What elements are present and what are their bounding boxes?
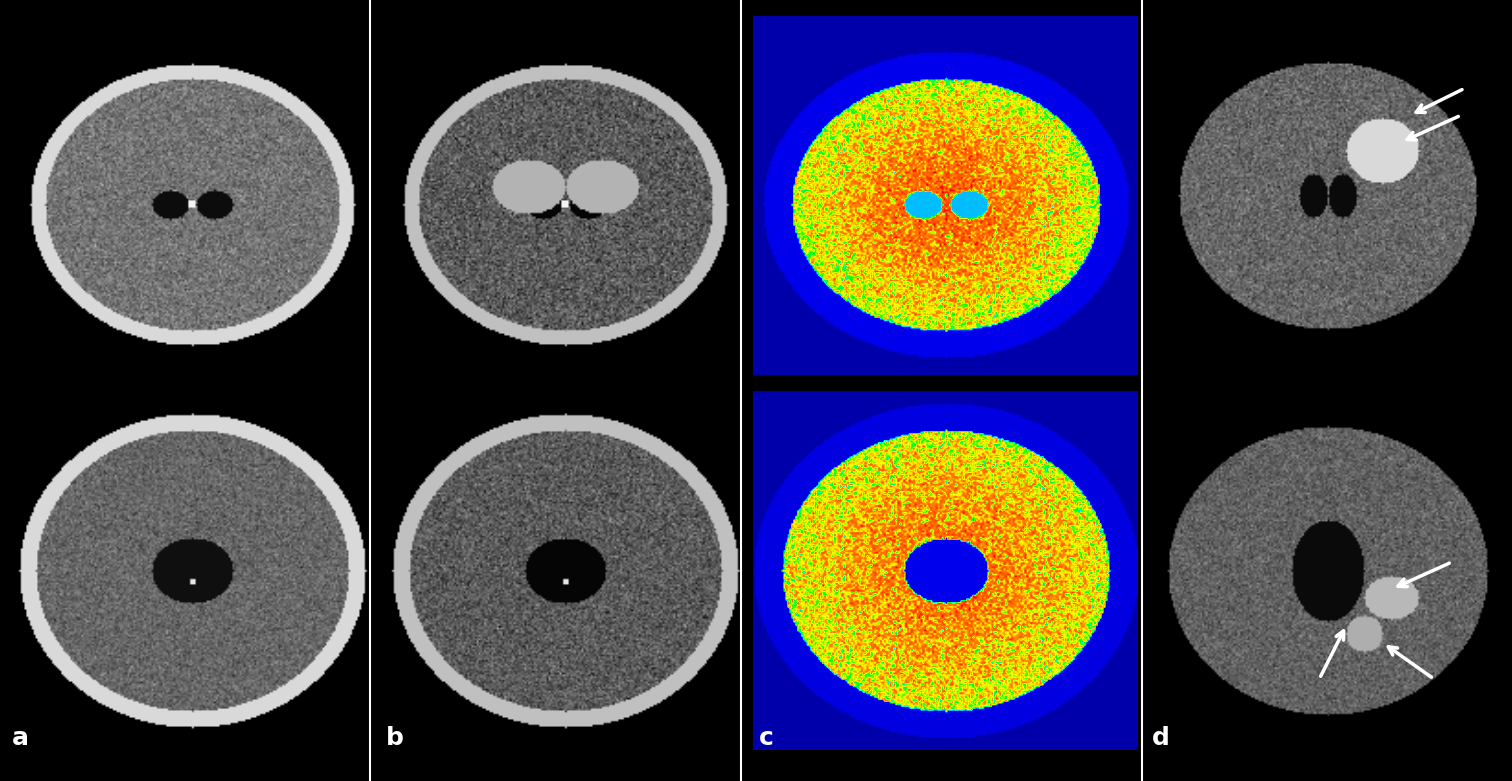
Text: d: d (1152, 726, 1170, 750)
Text: b: b (386, 726, 404, 750)
Text: a: a (12, 726, 29, 750)
Text: c: c (759, 726, 774, 750)
